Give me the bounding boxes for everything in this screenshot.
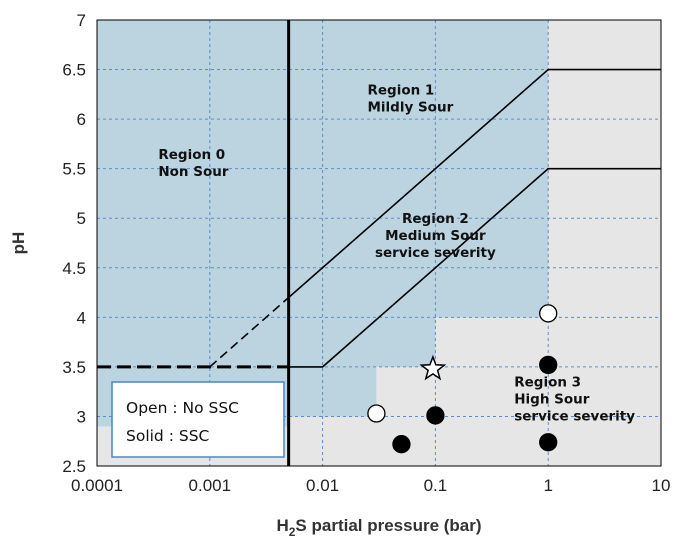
y-tick-label: 4 bbox=[77, 308, 86, 327]
x-tick-label: 0.001 bbox=[189, 476, 232, 495]
region-1-label-line: Region 1 bbox=[367, 82, 434, 98]
region-3-label-line: Region 3 bbox=[514, 375, 581, 391]
y-tick-label: 6.5 bbox=[62, 61, 86, 80]
ssc-marker bbox=[539, 433, 558, 452]
upper-boundary-dashed bbox=[209, 296, 290, 368]
region-0-label-line: Region 0 bbox=[158, 147, 225, 163]
y-tick-label: 6 bbox=[77, 110, 86, 129]
x-tick-label: 0.1 bbox=[424, 476, 448, 495]
region-3-label: Region 3 High Sour service severity bbox=[514, 375, 635, 425]
data-markers bbox=[367, 304, 558, 454]
y-tick-label: 4.5 bbox=[62, 259, 86, 278]
no-ssc-marker bbox=[367, 404, 386, 423]
region-3-label-line: High Sour bbox=[514, 392, 590, 408]
y-tick-label: 5.5 bbox=[62, 160, 86, 179]
region-2-label-line: Medium Sour bbox=[385, 228, 486, 244]
y-tick-label: 3 bbox=[77, 407, 86, 426]
legend: Open : No SSC Solid : SSC bbox=[111, 381, 285, 458]
y-tick-label: 2.5 bbox=[62, 457, 86, 476]
tick-labels: 0.0001 0.001 0.01 0.1 1 10 2.5 3 3.5 4 4.5 5 5.5 6 6.5… bbox=[62, 11, 670, 495]
legend-box bbox=[111, 381, 285, 458]
y-tick-label: 7 bbox=[77, 11, 86, 30]
plot-frame bbox=[96, 19, 662, 467]
x-tick-label: 0.01 bbox=[306, 476, 339, 495]
x-tick-label: 10 bbox=[652, 476, 671, 495]
region-0-label-line: Non Sour bbox=[158, 164, 228, 180]
x-axis-title: H2S partial pressure (bar) bbox=[276, 516, 481, 539]
ssc-marker bbox=[426, 406, 445, 425]
ssc-marker bbox=[539, 355, 558, 375]
y-tick-label: 5 bbox=[77, 209, 86, 228]
legend-solid-label: Solid : SSC bbox=[126, 427, 209, 445]
ssc-marker bbox=[392, 435, 411, 454]
y-axis-title: pH bbox=[9, 232, 28, 255]
region-2-label: Region 2 Medium Sour service severity bbox=[375, 211, 496, 261]
y-tick-label: 3.5 bbox=[62, 358, 86, 377]
x-tick-label: 0.0001 bbox=[71, 476, 123, 495]
region-2-label-line: Region 2 bbox=[402, 211, 469, 227]
boundary-lines bbox=[97, 20, 661, 466]
region-1-label: Region 1 Mildly Sour bbox=[367, 82, 453, 115]
no-ssc-marker bbox=[539, 304, 558, 323]
region-3-label-line: service severity bbox=[514, 409, 635, 425]
upper-boundary bbox=[288, 68, 661, 299]
x-axis-title-subscript: 2 bbox=[289, 525, 296, 539]
x-axis-title-main: H bbox=[276, 516, 288, 535]
lower-boundary bbox=[288, 167, 661, 368]
region-2-label-line: service severity bbox=[375, 245, 496, 261]
blue-region bbox=[97, 20, 549, 427]
region-1-label-line: Mildly Sour bbox=[367, 99, 453, 115]
legend-open-label: Open : No SSC bbox=[126, 399, 239, 417]
region-0-label: Region 0 Non Sour bbox=[158, 147, 228, 180]
x-tick-label: 1 bbox=[543, 476, 552, 495]
star-marker bbox=[419, 354, 447, 381]
x-axis-title-rest: S partial pressure (bar) bbox=[295, 516, 481, 535]
